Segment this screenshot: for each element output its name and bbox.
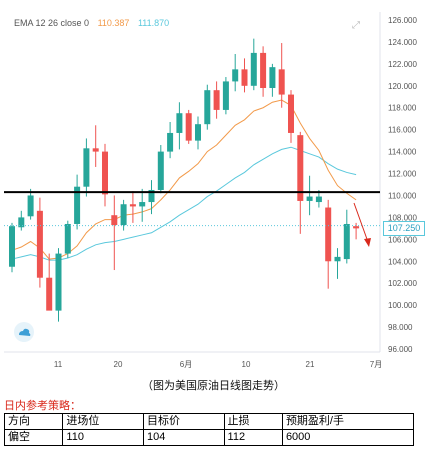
strategy-table: 方向 进场位 目标价 止损 预期盈利/手 偏空 110 104 112 6000 xyxy=(3,413,415,446)
expand-icon[interactable]: ⤢ xyxy=(352,20,360,31)
candle-body xyxy=(148,189,155,203)
value-direction: 偏空 xyxy=(3,429,64,446)
ema-slow-value: 111.870 xyxy=(137,18,170,28)
candle-body xyxy=(232,69,239,82)
x-tick-label: 11 xyxy=(54,360,63,369)
candle-body xyxy=(46,277,53,311)
candle-body xyxy=(74,186,81,224)
y-tick-label: 122.000 xyxy=(388,60,417,69)
y-tick-label: 114.000 xyxy=(388,148,417,157)
ema-slow-line xyxy=(11,146,357,261)
candlestick-chart: 126.000 124.000 122.000 120.000 118.000 116.0… xyxy=(4,12,417,369)
tradingview-logo xyxy=(14,322,34,342)
down-arrow-shaft xyxy=(353,202,369,243)
header-direction: 方向 xyxy=(3,413,64,430)
header-profit: 预期盈利/手 xyxy=(281,413,415,430)
x-tick-label: 6月 xyxy=(180,360,192,369)
candle-body xyxy=(27,195,34,217)
candle-body xyxy=(213,90,220,110)
y-tick-label: 126.000 xyxy=(388,16,417,25)
value-entry: 110 xyxy=(62,429,144,446)
candle-body xyxy=(278,69,285,95)
candle-body xyxy=(269,67,276,88)
candle-body xyxy=(343,223,350,260)
strategy-value-row: 偏空 110 104 112 6000 xyxy=(3,429,415,446)
y-tick-label: 96.000 xyxy=(388,345,413,354)
candle-body xyxy=(241,69,248,86)
x-tick-label: 7月 xyxy=(370,360,382,369)
candle-body xyxy=(55,253,62,311)
candle-body xyxy=(325,207,332,262)
y-tick-label: 106.000 xyxy=(388,235,417,244)
header-entry: 进场位 xyxy=(62,413,144,430)
y-tick-label: 120.000 xyxy=(388,82,417,91)
candle-body xyxy=(260,52,267,88)
y-tick-label: 118.000 xyxy=(388,104,417,113)
x-tick-label: 21 xyxy=(306,360,315,369)
y-tick-label: 116.000 xyxy=(388,126,417,135)
candle-body xyxy=(83,148,90,187)
down-arrow-head xyxy=(364,238,371,247)
y-tick-label: 124.000 xyxy=(388,38,417,47)
x-tick-label: 20 xyxy=(114,360,123,369)
candle-body xyxy=(139,202,146,207)
candle-body xyxy=(92,148,99,152)
legend-text: EMA 12 26 close 0 xyxy=(14,18,90,28)
candle-body xyxy=(297,135,304,201)
y-tick-label: 112.000 xyxy=(388,170,417,179)
candle-body xyxy=(306,196,313,201)
candle-body xyxy=(222,81,229,110)
candle-body xyxy=(288,94,294,133)
candle-body xyxy=(18,217,25,228)
candle-body xyxy=(9,226,15,267)
value-target: 104 xyxy=(142,429,225,446)
chart-caption: （图为美国原油日线图走势） xyxy=(142,380,285,392)
y-tick-label: 100.000 xyxy=(388,301,417,310)
chart-area: 126.000 124.000 122.000 120.000 118.000 116.0… xyxy=(4,12,425,369)
candle-body xyxy=(334,256,341,262)
candle-body xyxy=(64,223,71,254)
y-tick-label: 108.000 xyxy=(388,213,417,222)
strategy-header-row: 方向 进场位 目标价 止损 预期盈利/手 xyxy=(3,413,415,430)
header-stop: 止损 xyxy=(223,413,283,430)
candle-body xyxy=(195,124,201,141)
y-tick-label: 98.000 xyxy=(388,323,413,332)
candle-body xyxy=(353,226,360,229)
candle-body xyxy=(111,215,118,226)
candle-body xyxy=(204,90,211,125)
value-profit: 6000 xyxy=(281,429,415,446)
current-price-badge: 107.250 xyxy=(383,221,425,236)
candle-body xyxy=(157,151,164,190)
candle-body xyxy=(315,196,322,203)
candle-body xyxy=(176,113,183,133)
ema-fast-line xyxy=(11,99,357,260)
candle-body xyxy=(185,113,192,141)
y-tick-label: 110.000 xyxy=(388,191,417,200)
candle-body xyxy=(250,52,257,86)
ema-fast-value: 110.387 xyxy=(97,18,130,28)
y-tick-label: 102.000 xyxy=(388,279,417,288)
y-tick-label: 104.000 xyxy=(388,257,417,266)
x-tick-label: 10 xyxy=(242,360,251,369)
header-target: 目标价 xyxy=(142,413,225,430)
candle-body xyxy=(120,204,127,226)
candle-body xyxy=(36,210,43,278)
candle-body xyxy=(167,132,174,152)
candle-body xyxy=(102,151,108,195)
strategy-title: 日内参考策略： xyxy=(4,400,81,412)
value-stop: 112 xyxy=(223,429,283,446)
legend: EMA 12 26 close 0 110.387 111.870 xyxy=(14,18,169,28)
candle-body xyxy=(129,204,136,207)
